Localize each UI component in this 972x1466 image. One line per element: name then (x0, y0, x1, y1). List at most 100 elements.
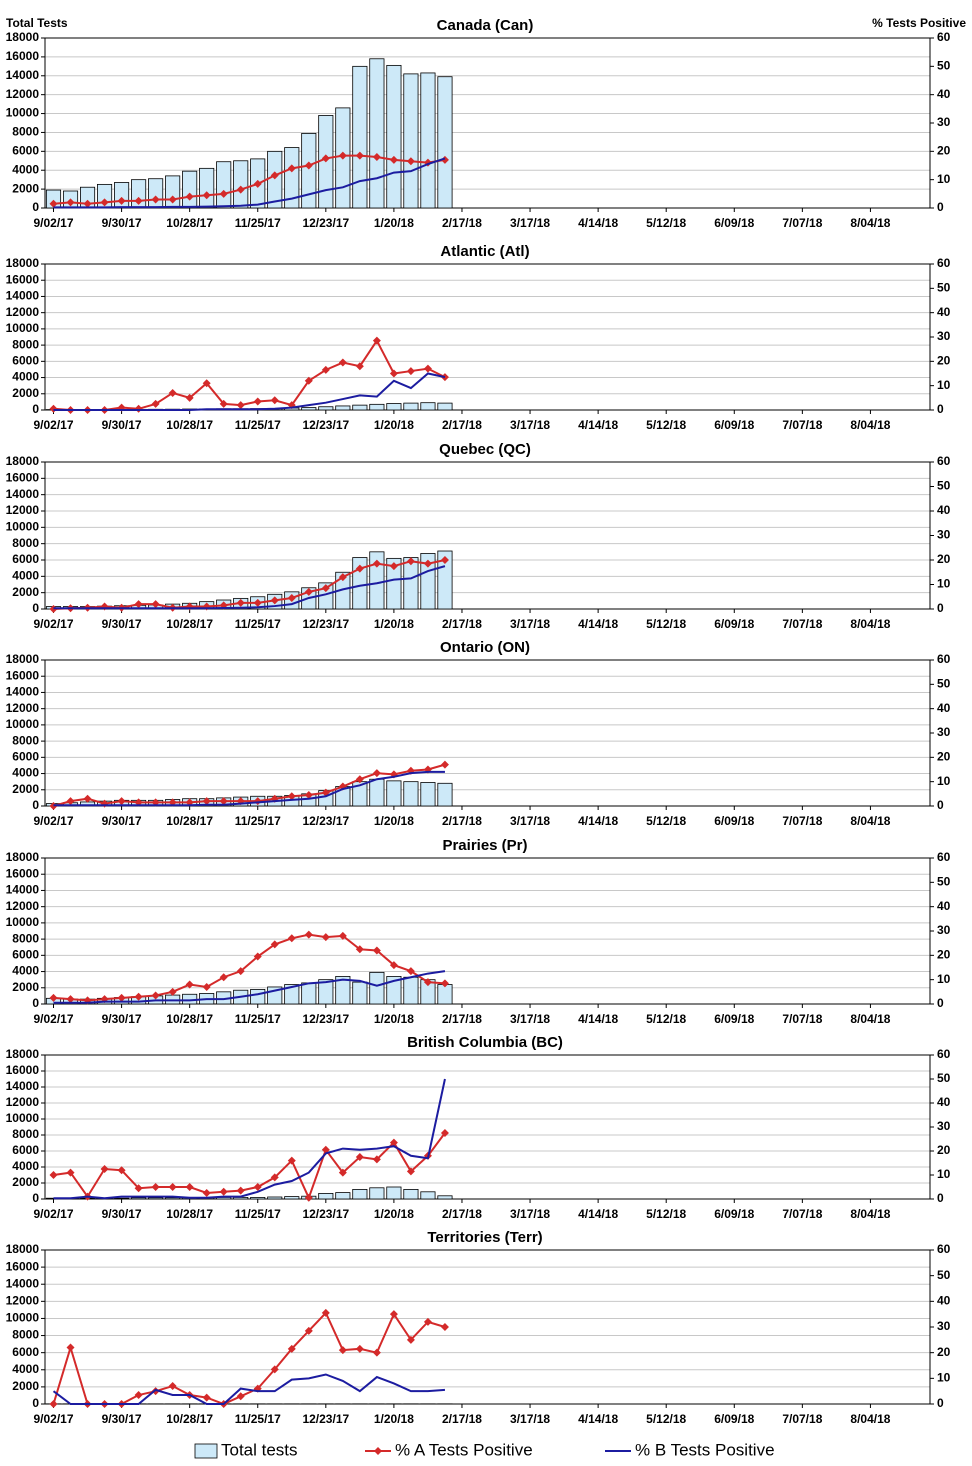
bar (233, 160, 249, 209)
x-tick-label: 6/09/18 (714, 617, 754, 631)
y-tick-label: 2000 (12, 181, 39, 195)
bar (386, 403, 402, 411)
y-tick-label: 16000 (6, 866, 40, 880)
point (270, 1365, 279, 1374)
point (202, 1189, 211, 1197)
point (49, 1400, 58, 1408)
x-tick-label: 9/02/17 (33, 1412, 73, 1426)
y2-tick-label: 0 (937, 601, 944, 615)
y-tick-label: 8000 (12, 536, 39, 550)
line (53, 154, 446, 205)
y-tick-label: 0 (32, 402, 39, 416)
point (287, 593, 296, 602)
y-tick-label: 16000 (6, 49, 40, 63)
x-tick-label: 7/07/18 (782, 418, 822, 432)
y-tick-label: 0 (32, 798, 39, 812)
y-tick-label: 12000 (6, 87, 40, 101)
line (53, 770, 445, 807)
x-tick-label: 7/07/18 (782, 1412, 822, 1426)
y-tick-label: 10000 (6, 520, 40, 534)
x-tick-label: 9/30/17 (102, 418, 142, 432)
y2-tick-label: 40 (937, 87, 951, 101)
point (287, 1156, 296, 1165)
y-tick-label: 14000 (6, 289, 40, 303)
line (52, 1373, 446, 1405)
line (53, 763, 446, 807)
y2-tick-label: 0 (937, 200, 944, 214)
x-tick-label: 4/14/18 (578, 617, 618, 631)
point (321, 933, 330, 942)
y-tick-label: 4000 (12, 569, 39, 583)
x-tick-label: 6/09/18 (714, 418, 754, 432)
bar (369, 551, 385, 610)
y-tick-label: 8000 (12, 337, 39, 351)
point (304, 376, 313, 385)
point (117, 797, 126, 806)
y2-tick-label: 10 (937, 577, 951, 591)
y2-tick-label: 30 (937, 528, 951, 542)
point (406, 367, 415, 376)
y2-tick-label: 60 (937, 652, 951, 666)
x-tick-label: 3/17/18 (510, 617, 550, 631)
point (321, 154, 330, 163)
x-tick-label: 7/07/18 (782, 1012, 822, 1026)
x-tick-label: 10/28/17 (166, 216, 213, 230)
point (355, 151, 364, 160)
y-tick-label: 12000 (6, 503, 40, 517)
y-tick-label: 18000 (6, 1242, 40, 1256)
x-tick-label: 12/23/17 (302, 1012, 349, 1026)
bar (216, 161, 232, 209)
x-tick-label: 2/17/18 (442, 216, 482, 230)
point (134, 196, 143, 205)
bar (148, 1197, 164, 1200)
point (100, 1165, 109, 1173)
point (49, 199, 58, 208)
y-tick-label: 12000 (6, 1294, 40, 1308)
y-tick-label: 16000 (6, 471, 40, 485)
point (304, 930, 313, 939)
bar (318, 406, 334, 411)
chart-title: Prairies (Pr) (442, 837, 527, 854)
y2-tick-label: 50 (937, 1071, 951, 1085)
x-tick-label: 10/28/17 (166, 617, 213, 631)
y2-tick-label: 40 (937, 503, 951, 517)
point (406, 157, 415, 166)
point (83, 794, 92, 803)
point (151, 1183, 160, 1191)
point (406, 557, 415, 566)
y-tick-label: 18000 (6, 256, 40, 270)
x-tick-label: 4/14/18 (578, 1012, 618, 1026)
y2-tick-label: 60 (937, 256, 951, 270)
bar (335, 976, 351, 1005)
point (338, 1346, 347, 1355)
x-tick-label: 3/17/18 (510, 1012, 550, 1026)
plot-frame (44, 37, 931, 209)
plot-frame (44, 1249, 931, 1405)
x-tick-label: 11/25/17 (235, 617, 281, 631)
point (287, 934, 296, 943)
x-tick-label: 7/07/18 (782, 1207, 822, 1221)
bar (386, 1186, 402, 1200)
bar (369, 971, 385, 1005)
x-tick-label: 2/17/18 (442, 418, 482, 432)
y2-tick-label: 30 (937, 329, 951, 343)
bar (386, 557, 402, 610)
x-tick-label: 12/23/17 (302, 418, 349, 432)
point (219, 973, 228, 982)
bar (284, 1196, 300, 1200)
chart-title: Ontario (ON) (440, 639, 530, 656)
x-tick-label: 4/14/18 (578, 814, 618, 828)
point (168, 195, 177, 204)
x-tick-label: 2/17/18 (442, 1207, 482, 1221)
point (202, 982, 211, 991)
y-tick-label: 18000 (6, 1047, 40, 1061)
y2-tick-label: 0 (937, 798, 944, 812)
point (83, 199, 92, 208)
point (321, 365, 330, 374)
x-tick-label: 7/07/18 (782, 814, 822, 828)
point (185, 192, 194, 201)
bar (437, 1195, 453, 1200)
point (49, 404, 58, 413)
y-tick-label: 10000 (6, 106, 40, 120)
legend-marker (374, 1447, 382, 1455)
